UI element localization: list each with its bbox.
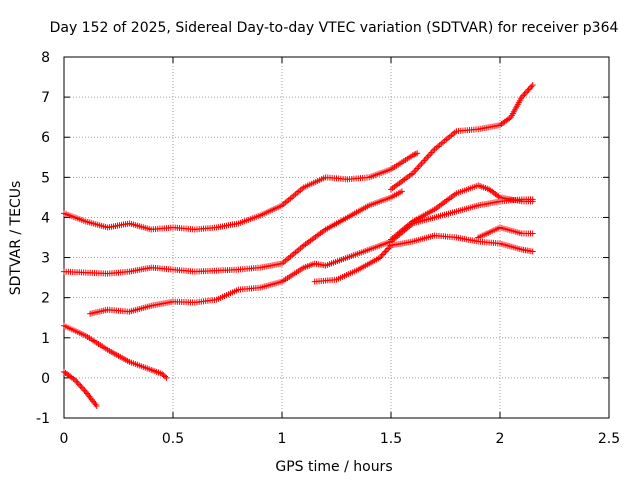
data-point xyxy=(93,402,100,409)
series-track-6 xyxy=(311,232,536,285)
x-tick-label: 0.5 xyxy=(162,431,184,447)
data-point xyxy=(75,381,82,388)
data-point xyxy=(379,251,386,258)
series-track-2 xyxy=(388,82,536,193)
y-tick-label: 6 xyxy=(41,130,50,146)
y-tick-label: 8 xyxy=(41,50,50,66)
data-point xyxy=(529,230,536,237)
chart-title: Day 152 of 2025, Sidereal Day-to-day VTE… xyxy=(50,20,619,36)
data-point xyxy=(383,247,390,254)
data-point xyxy=(160,372,167,379)
y-tick-label: 0 xyxy=(41,371,50,387)
data-point xyxy=(412,150,419,157)
data-point xyxy=(163,374,170,381)
data-series xyxy=(61,82,536,409)
series-track-1 xyxy=(61,150,421,233)
data-point xyxy=(529,196,536,203)
data-point xyxy=(528,83,535,90)
y-tick-label: 7 xyxy=(41,90,50,106)
series-track-5 xyxy=(87,196,536,317)
data-point xyxy=(159,370,166,377)
data-point xyxy=(73,378,80,385)
series-track-9 xyxy=(61,368,100,409)
data-point xyxy=(524,88,531,95)
y-tick-label: 4 xyxy=(41,210,50,226)
x-tick-label: 0 xyxy=(60,431,69,447)
y-tick-label: 2 xyxy=(41,291,50,307)
series-track-7 xyxy=(475,224,536,241)
data-point xyxy=(411,151,418,158)
x-tick-label: 2.5 xyxy=(598,431,620,447)
y-axis-label: SDTVAR / TECUs xyxy=(8,181,24,296)
series-track-8 xyxy=(61,322,170,381)
y-tick-label: 3 xyxy=(41,251,50,267)
data-point xyxy=(78,384,85,391)
series-track-3 xyxy=(61,188,405,277)
data-point xyxy=(77,382,84,389)
data-point xyxy=(80,385,87,392)
data-point xyxy=(414,150,421,157)
x-tick-label: 1 xyxy=(278,431,287,447)
data-point xyxy=(525,86,532,93)
data-point xyxy=(522,89,529,96)
x-axis-label: GPS time / hours xyxy=(275,459,392,475)
data-point xyxy=(74,379,81,386)
y-tick-label: -1 xyxy=(36,411,50,427)
data-point xyxy=(526,85,533,92)
data-point xyxy=(521,91,528,98)
data-point xyxy=(382,248,389,255)
x-tick-label: 1.5 xyxy=(380,431,402,447)
data-point xyxy=(529,82,536,89)
data-point xyxy=(162,373,169,380)
grid-lines xyxy=(64,57,609,418)
y-tick-label: 1 xyxy=(41,331,50,347)
x-tick-label: 2 xyxy=(496,431,505,447)
data-point xyxy=(385,245,392,252)
data-point xyxy=(529,248,536,255)
plot-frame xyxy=(63,56,610,419)
data-point xyxy=(398,188,405,195)
data-point xyxy=(409,152,416,159)
axis-ticks: 0 0.5 1 1.5 2 2.5 -1 0 1 2 3 4 5 6 7 8 xyxy=(36,50,620,447)
y-tick-label: 5 xyxy=(41,170,50,186)
data-point xyxy=(381,250,388,257)
